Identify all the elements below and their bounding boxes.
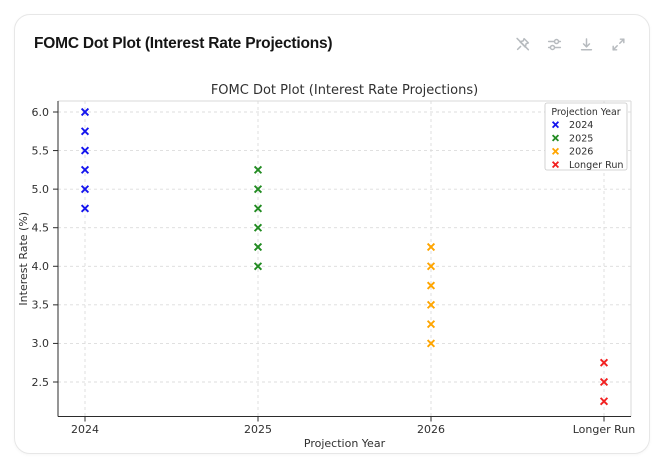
data-point	[80, 107, 90, 117]
x-tick-label: Longer Run	[573, 423, 636, 436]
sliders-icon	[547, 38, 561, 50]
data-point	[551, 134, 560, 142]
y-tick-label: 2.5	[32, 376, 50, 389]
card-header: FOMC Dot Plot (Interest Rate Projections…	[15, 15, 649, 73]
legend-marker	[551, 134, 560, 142]
download-button[interactable]	[577, 35, 595, 53]
data-point	[599, 358, 609, 367]
legend-marker	[551, 161, 560, 169]
y-tick-label: 6.0	[32, 106, 50, 119]
expand-icon	[611, 37, 625, 51]
x-axis: 2024 2025 2026 Longer Run	[71, 416, 636, 436]
data-point	[80, 146, 90, 155]
expand-button[interactable]	[609, 35, 627, 53]
y-tick-label: 4.0	[32, 260, 50, 273]
y-tick-label: 4.5	[32, 222, 50, 235]
chart-card: 2.5 3.0 3.5 4.0 4.5 5.0 5.5 6.0 2024 2025 2026 Long…	[14, 14, 650, 454]
x-axis-label: Projection Year	[304, 437, 386, 450]
series-2024	[80, 107, 90, 213]
data-point	[253, 204, 263, 213]
data-point	[253, 223, 263, 232]
data-point	[253, 262, 263, 271]
data-point	[551, 121, 560, 129]
y-axis-label: Interest Rate (%)	[17, 212, 30, 306]
y-tick-label: 3.5	[32, 299, 50, 312]
y-axis: 2.5 3.0 3.5 4.0 4.5 5.0 5.5 6.0	[32, 106, 58, 389]
legend-marker	[551, 147, 560, 155]
legend-title: Projection Year	[551, 107, 620, 118]
series-2026	[426, 242, 436, 348]
data-point	[80, 127, 90, 136]
data-point	[253, 242, 263, 252]
legend-label: Longer Run	[569, 160, 624, 171]
x-tick-label: 2024	[71, 423, 99, 436]
pin-off-icon	[515, 37, 529, 50]
data-point	[426, 262, 436, 271]
gridlines	[58, 101, 631, 417]
download-icon	[580, 37, 592, 50]
x-tick-label: 2025	[244, 423, 272, 436]
x-tick-label: 2026	[417, 423, 445, 436]
data-point	[599, 397, 609, 406]
series-2025	[253, 165, 263, 271]
data-points	[80, 107, 609, 406]
data-point	[80, 204, 90, 213]
card-toolbar	[513, 35, 627, 53]
series-longer-run	[599, 358, 609, 406]
fomc-dot-plot-chart: 2.5 3.0 3.5 4.0 4.5 5.0 5.5 6.0 2024 2025 2026 Long…	[17, 83, 636, 450]
data-point	[426, 242, 436, 252]
legend-label: 2026	[569, 147, 593, 158]
legend-label: 2024	[569, 120, 593, 131]
card-title: FOMC Dot Plot (Interest Rate Projections…	[34, 35, 333, 52]
data-point	[551, 147, 560, 155]
settings-button[interactable]	[545, 35, 563, 53]
y-tick-label: 5.0	[32, 183, 50, 196]
data-point	[426, 300, 436, 309]
y-tick-label: 5.5	[32, 144, 50, 157]
legend-label: 2025	[569, 133, 593, 144]
y-tick-label: 3.0	[32, 337, 50, 350]
data-point	[253, 165, 263, 174]
chart-title: FOMC Dot Plot (Interest Rate Projections…	[211, 83, 478, 98]
data-point	[80, 185, 90, 194]
data-point	[426, 339, 436, 348]
data-point	[551, 161, 560, 169]
data-point	[426, 320, 436, 329]
plot-spines	[57, 100, 632, 417]
unpin-button[interactable]	[513, 35, 531, 53]
data-point	[599, 377, 609, 387]
data-point	[426, 281, 436, 290]
legend: Projection Year 2024 2025 2026 Longer Run	[544, 102, 628, 171]
legend-marker	[551, 121, 560, 129]
data-point	[80, 165, 90, 174]
data-point	[253, 185, 263, 194]
